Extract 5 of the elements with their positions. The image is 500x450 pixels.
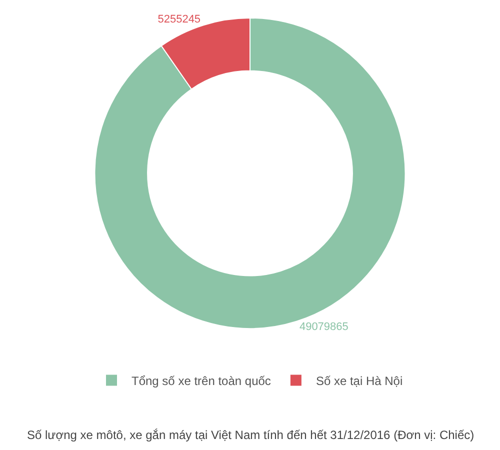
legend-label: Số xe tại Hà Nội [316,374,403,388]
data-label: 5255245 [158,14,201,26]
data-label: 49079865 [299,320,348,333]
legend-label: Tổng số xe trên toàn quốc [132,374,271,388]
text: Số lượng xe môtô, xe gắn máy tại Việt Nam tính đến hết 31/12/2016 (Đơn vị: Chiếc) [27,428,474,442]
